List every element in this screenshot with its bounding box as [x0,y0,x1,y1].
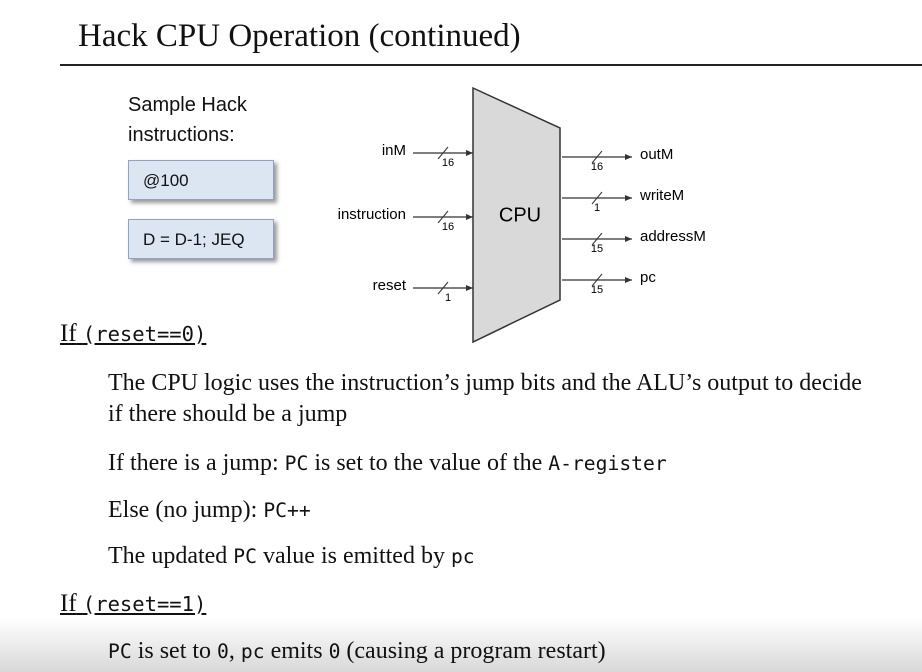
bus-width: 1 [445,292,451,304]
signal-name: addressM [640,228,706,245]
arrowhead [466,214,473,220]
heading-text: If [60,590,77,617]
item: If there is a jump: PC is set to the val… [108,448,667,479]
item-text: If there is a jump: [108,450,279,476]
item: Else (no jump): PC++ [108,495,311,526]
item-code: PC [284,452,309,475]
item-text: is set to [137,638,212,664]
item-code: 0 [217,640,229,663]
item-code: PC [108,640,132,663]
arrowhead [625,195,632,201]
item: The updated PC value is emitted by pc [108,541,475,572]
bus-slash [591,273,603,287]
item-text: value is emitted by [262,543,445,569]
cpu-label: CPU [499,204,541,226]
section-heading: If (reset==1) [60,590,206,618]
bus-width: 15 [591,284,603,296]
bus-slash [437,146,449,160]
bus-slash [437,281,449,295]
cpu-block [472,86,561,344]
bus-slash [437,210,449,224]
heading-text: If [60,320,77,347]
item-text: emits [270,638,323,664]
sample-label: Sample Hack instructions: [128,94,247,146]
bus-width: 1 [594,202,600,214]
arrowhead [466,285,473,291]
item-text: , [228,638,235,664]
title: Hack CPU Operation (continued) [78,18,521,54]
title-rule [60,64,922,66]
section-heading: If (reset==0) [60,320,206,348]
item-code: pc [240,640,265,663]
item: PC is set to 0, pc emits 0 (causing a pr… [108,636,606,667]
heading-code: (reset==0) [82,322,207,346]
signal-name: instruction [338,206,406,223]
item-code: PC [233,545,257,568]
item-text: Else (no jump): [108,497,258,523]
bus-width: 16 [442,221,454,233]
item-text: The updated [108,543,228,569]
signal-name: outM [640,146,673,163]
arrowhead [466,150,473,156]
instruction-box: @100 [128,160,274,200]
bus-width: 15 [591,243,603,255]
item-code: pc [450,545,475,568]
item-text: The CPU logic uses the instruction’s jum… [108,370,862,427]
signal-name: inM [382,142,406,159]
bus-slash [591,232,603,246]
bus-width: 16 [442,157,454,169]
signal-name: writeM [639,187,684,204]
item-text: (causing a program restart) [346,638,606,664]
arrowhead [625,277,632,283]
signal-name: pc [640,269,656,286]
signal-name: reset [373,277,407,294]
cpu-diagram: CPU inM 16 instruction 16 reset 1 outM 16 writeM… [338,86,706,344]
item-code: A-register [548,452,667,475]
instruction-box: D = D-1; JEQ [128,219,274,259]
arrowhead [625,154,632,160]
bus-slash [591,150,603,164]
item: The CPU logic uses the instruction’s jum… [108,368,868,430]
bus-width: 16 [591,161,603,173]
heading-code: (reset==1) [82,592,207,616]
arrowhead [625,236,632,242]
item-code: 0 [328,640,341,663]
bus-slash [591,191,603,205]
item-text: is set to the value of the [314,450,543,476]
item-code: PC++ [263,499,311,522]
